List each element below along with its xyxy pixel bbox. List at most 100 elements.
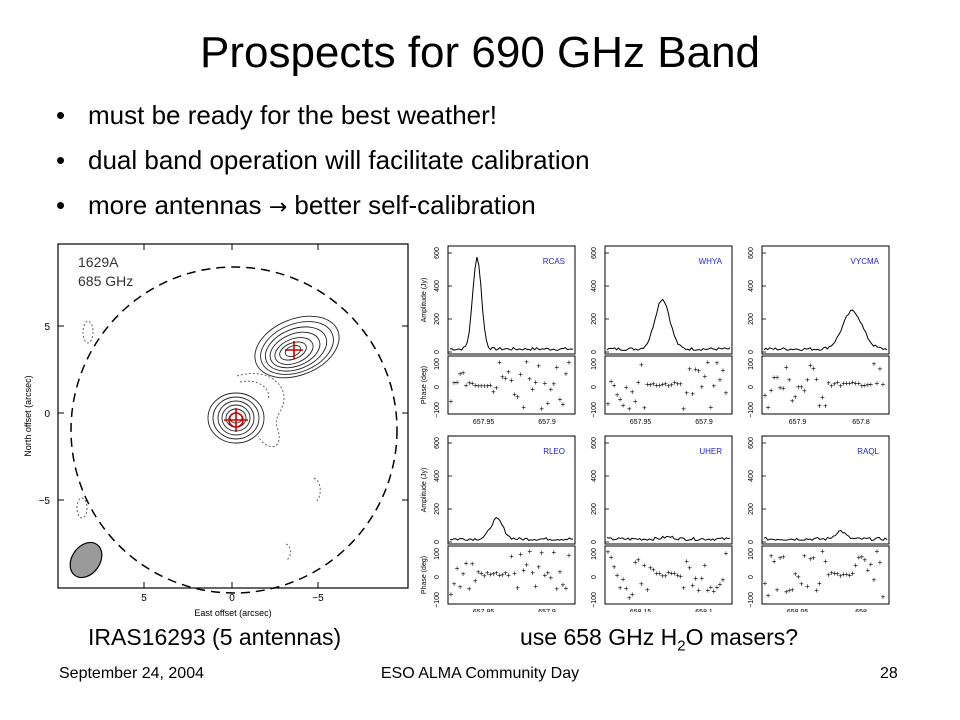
amplitude-panel-frame — [447, 245, 576, 355]
phase-point: + — [476, 381, 481, 390]
phase-point: + — [832, 380, 837, 389]
phase-point: + — [654, 569, 659, 578]
phase-point: + — [639, 579, 644, 588]
phase-point: + — [681, 405, 686, 414]
source-name-label: UHER — [699, 447, 722, 456]
phase-point: + — [702, 561, 707, 570]
phase-point: + — [702, 372, 707, 381]
map-ticks — [58, 244, 408, 588]
phase-point: + — [856, 553, 861, 562]
phase-point: + — [715, 583, 720, 592]
spectrum-line — [763, 530, 888, 542]
phase-point: + — [488, 381, 493, 390]
phase-point: + — [533, 582, 538, 591]
phase-point: + — [823, 557, 828, 566]
bullet-text: dual band operation will facilitate cali… — [88, 145, 590, 175]
phase-point: + — [615, 391, 620, 400]
phase-panel-frame — [604, 545, 733, 605]
phase-point: + — [567, 358, 572, 367]
phase-point: + — [663, 572, 668, 581]
bullet-text: more antennas — [88, 190, 262, 220]
phase-point: + — [687, 564, 692, 573]
phase-point: + — [793, 393, 798, 402]
phase-point: + — [808, 555, 813, 564]
phase-point: + — [479, 569, 484, 578]
phase-point: + — [615, 571, 620, 580]
phase-tick-label: −100 — [591, 592, 598, 608]
amp-tick-label: 200 — [434, 503, 441, 515]
phase-point: + — [464, 559, 469, 568]
bullet-item: must be ready for the best weather! — [50, 98, 590, 143]
caption-text: use 658 GHz H — [520, 624, 678, 650]
phase-point: + — [799, 579, 804, 588]
bullet-text: better self-calibration — [294, 190, 536, 220]
map-x-tick: −5 — [312, 593, 324, 604]
maser-spectra-grid: RCAS0200400600−1000100++++++++++++++++++… — [421, 245, 890, 612]
phase-point: + — [763, 391, 768, 400]
phase-point: + — [539, 548, 544, 557]
phase-point: + — [790, 585, 795, 594]
phase-point: + — [693, 365, 698, 374]
amp-tick-label: 200 — [591, 503, 598, 515]
phase-point: + — [561, 581, 566, 590]
spectrum-line — [606, 535, 731, 542]
phase-panel-frame — [604, 355, 733, 415]
phase-point: + — [630, 387, 635, 396]
phase-point: + — [555, 585, 560, 594]
phase-point: + — [609, 553, 614, 562]
phase-point: + — [769, 552, 774, 561]
phase-point: + — [715, 359, 720, 368]
phase-point: + — [645, 380, 650, 389]
phase-point: + — [769, 386, 774, 395]
bullet-item: more antennas → better self-calibration — [50, 188, 590, 233]
phase-point: + — [793, 570, 798, 579]
phase-point: + — [853, 379, 858, 388]
phase-point: + — [778, 553, 783, 562]
phase-point: + — [452, 579, 457, 588]
phase-point: + — [690, 389, 695, 398]
frequency-tick-label: 657.9 — [789, 419, 807, 426]
phase-point: + — [458, 583, 463, 592]
map-source-label: 1629A — [78, 254, 119, 270]
phase-panel-frame — [447, 355, 576, 415]
phase-point: + — [766, 591, 771, 600]
source-cross-icon — [285, 341, 303, 359]
phase-point: + — [500, 373, 505, 382]
footer-page-number: 28 — [880, 665, 898, 682]
phase-point: + — [657, 569, 662, 578]
frequency-tick-label: 658 — [855, 609, 867, 612]
amp-tick-label: 0 — [591, 540, 598, 544]
phase-tick-label: 0 — [434, 575, 441, 579]
phase-point: + — [675, 379, 680, 388]
phase-point: + — [721, 576, 726, 585]
phase-point: + — [609, 377, 614, 386]
bullet-text: must be ready for the best weather! — [88, 100, 497, 130]
phase-point: + — [699, 574, 704, 583]
phase-point: + — [799, 382, 804, 391]
phase-point: + — [624, 383, 629, 392]
contour-map: 1629A 685 GHz 5 0 −5 5 0 −5 East offset … — [23, 243, 409, 618]
phase-tick-label: 0 — [748, 575, 755, 579]
amp-tick-label: 200 — [434, 313, 441, 325]
phase-tick-label: 0 — [591, 575, 598, 579]
phase-tick-label: −100 — [748, 592, 755, 608]
phase-point: + — [687, 364, 692, 373]
phase-point: + — [814, 375, 819, 384]
phase-point: + — [449, 397, 454, 406]
phase-point: + — [515, 583, 520, 592]
map-frame — [57, 243, 409, 589]
phase-point: + — [636, 555, 641, 564]
phase-point: + — [542, 571, 547, 580]
phase-point: + — [606, 400, 611, 409]
phase-point: + — [811, 553, 816, 562]
amp-tick-label: 200 — [748, 313, 755, 325]
phase-point: + — [712, 382, 717, 391]
amp-tick-label: 400 — [434, 280, 441, 292]
slide-title: Prospects for 690 GHz Band — [199, 28, 761, 77]
map-x-tick: 0 — [229, 593, 235, 604]
primary-beam-circle — [70, 266, 398, 594]
amp-tick-label: 0 — [434, 350, 441, 354]
phase-point: + — [878, 365, 883, 374]
phase-axis-label: Phase (deg) — [421, 366, 428, 404]
phase-point: + — [675, 571, 680, 580]
